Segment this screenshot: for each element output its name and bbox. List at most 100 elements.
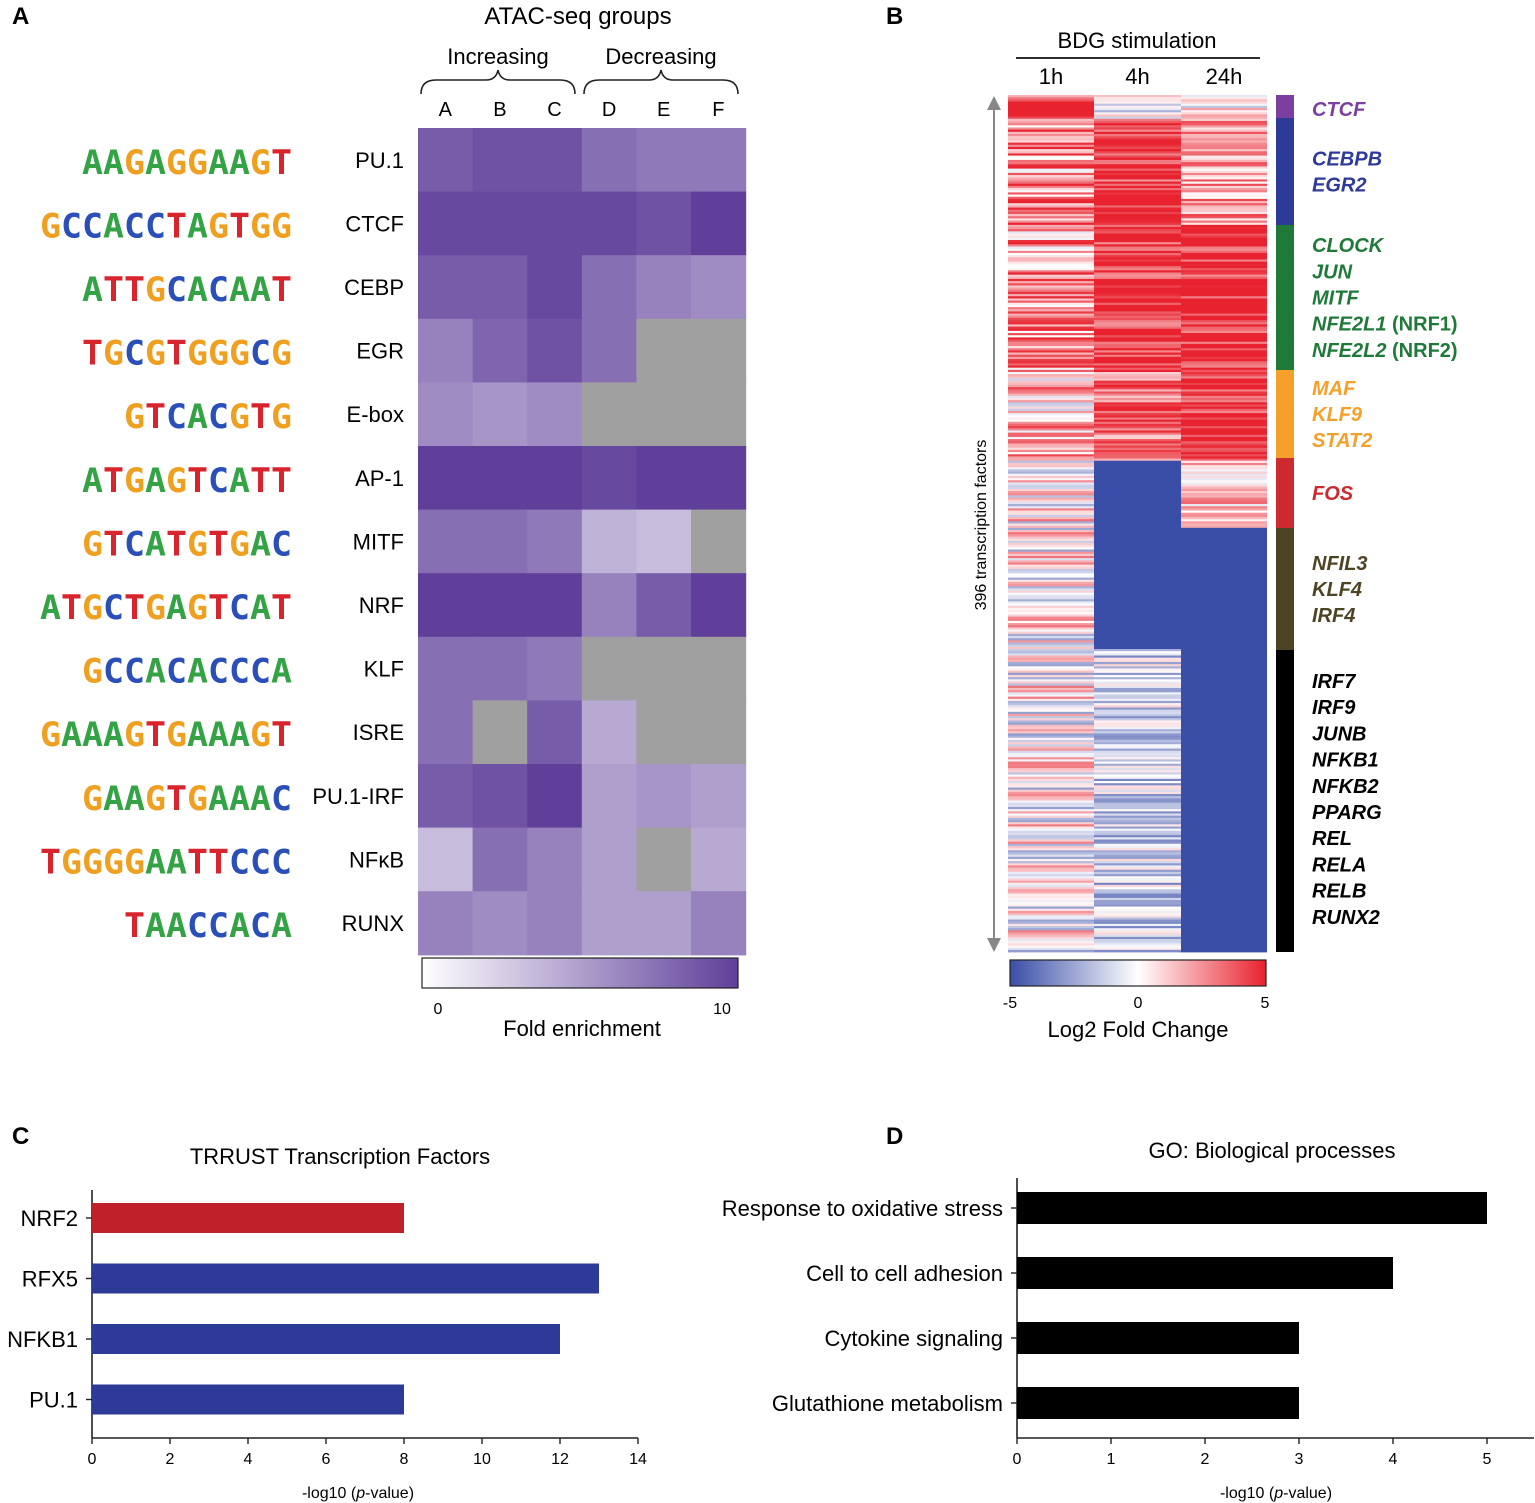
- tf-row-155-4h: [1094, 430, 1181, 434]
- tf-row-387-1h: [1008, 932, 1094, 936]
- tf-row-246-4h: [1094, 627, 1181, 630]
- tf-row-281-24h: [1181, 703, 1267, 706]
- tf-row-358-4h: [1094, 869, 1181, 873]
- tf-row-59-4h: [1094, 222, 1181, 226]
- tf-row-83-24h: [1181, 274, 1267, 278]
- tf-row-344-24h: [1181, 839, 1267, 843]
- tf-row-36-24h: [1181, 172, 1267, 176]
- tf-row-48-24h: [1181, 198, 1267, 202]
- tf-row-6-4h: [1094, 107, 1181, 111]
- tf-row-130-1h: [1008, 376, 1094, 379]
- tf-row-322-4h: [1094, 791, 1181, 795]
- tf-row-10-24h: [1181, 116, 1267, 120]
- heat-cell-E-box-C: [527, 382, 583, 447]
- tf-row-52-1h: [1008, 207, 1094, 211]
- tf-row-145-4h: [1094, 408, 1181, 412]
- tf-row-223-24h: [1181, 577, 1267, 581]
- tf-row-275-4h: [1094, 690, 1181, 693]
- tf-row-77-1h: [1008, 261, 1094, 265]
- tf-row-103-4h: [1094, 317, 1181, 321]
- tf-row-138-4h: [1094, 393, 1181, 397]
- c-x-tick-label-3: 6: [322, 1451, 331, 1468]
- tf-row-54-1h: [1008, 211, 1094, 215]
- tf-row-161-4h: [1094, 443, 1181, 446]
- tf-row-186-24h: [1181, 497, 1267, 501]
- tf-row-241-4h: [1094, 616, 1181, 620]
- tf-row-36-4h: [1094, 172, 1181, 176]
- tf-row-140-24h: [1181, 397, 1267, 401]
- tf-row-294-24h: [1181, 731, 1267, 734]
- tf-row-131-4h: [1094, 378, 1181, 382]
- tf-row-60-24h: [1181, 224, 1267, 228]
- tf-row-205-4h: [1094, 538, 1181, 542]
- gene-label-nfe2l1: NFE2L1 (NRF1): [1312, 314, 1458, 336]
- tf-row-160-24h: [1181, 441, 1267, 444]
- tf-row-218-1h: [1008, 566, 1094, 570]
- tf-row-126-24h: [1181, 367, 1267, 371]
- panel-c-xlabel-suffix: -value): [365, 1485, 414, 1502]
- tf-row-368-1h: [1008, 891, 1094, 894]
- heat-cell-KLF-A: [418, 636, 474, 701]
- tf-row-65-1h: [1008, 235, 1094, 239]
- tf-row-88-1h: [1008, 285, 1094, 289]
- tf-row-172-24h: [1181, 467, 1267, 470]
- tf-row-5-1h: [1008, 105, 1094, 109]
- tf-row-12-4h: [1094, 120, 1181, 124]
- tf-row-255-4h: [1094, 646, 1181, 650]
- column-label-a: A: [439, 99, 453, 121]
- tf-row-157-4h: [1094, 434, 1181, 438]
- tf-row-130-4h: [1094, 376, 1181, 379]
- tf-row-3-4h: [1094, 101, 1181, 105]
- tf-row-310-4h: [1094, 765, 1181, 769]
- heat-cell-KLF-E: [636, 636, 692, 701]
- tf-row-200-24h: [1181, 527, 1267, 531]
- tf-row-171-1h: [1008, 465, 1094, 468]
- tf-row-305-1h: [1008, 755, 1094, 758]
- tf-row-87-1h: [1008, 283, 1094, 286]
- tf-row-134-24h: [1181, 384, 1267, 388]
- tf-row-186-4h: [1094, 497, 1181, 501]
- tf-row-191-4h: [1094, 508, 1181, 511]
- tf-row-227-1h: [1008, 586, 1094, 589]
- tf-row-387-24h: [1181, 932, 1267, 936]
- tf-row-308-24h: [1181, 761, 1267, 765]
- tf-row-113-4h: [1094, 339, 1181, 343]
- tf-row-366-1h: [1008, 887, 1094, 890]
- tf-row-153-24h: [1181, 426, 1267, 429]
- tf-row-175-24h: [1181, 473, 1267, 477]
- tf-row-302-24h: [1181, 748, 1267, 752]
- tf-row-213-4h: [1094, 555, 1181, 559]
- tf-row-363-24h: [1181, 880, 1267, 884]
- tf-row-209-1h: [1008, 547, 1094, 550]
- tf-row-138-24h: [1181, 393, 1267, 397]
- tf-row-4-4h: [1094, 103, 1181, 107]
- tf-row-102-24h: [1181, 315, 1267, 319]
- tf-row-321-24h: [1181, 789, 1267, 793]
- tf-row-309-1h: [1008, 763, 1094, 767]
- tf-row-82-24h: [1181, 272, 1267, 276]
- tf-row-120-24h: [1181, 354, 1267, 358]
- tf-row-221-4h: [1094, 573, 1181, 576]
- tf-row-49-24h: [1181, 201, 1267, 204]
- panel-c-xlabel-prefix: -log10 (: [302, 1485, 357, 1502]
- tf-row-50-4h: [1094, 203, 1181, 206]
- tf-row-22-4h: [1094, 142, 1181, 146]
- panel-label-c: C: [12, 1123, 29, 1150]
- tf-row-123-4h: [1094, 361, 1181, 364]
- panel-c-xlabel-italic: p: [355, 1485, 365, 1502]
- tf-row-245-4h: [1094, 625, 1181, 628]
- heat-cell-PU.1-IRF-D: [581, 764, 637, 829]
- tf-row-355-4h: [1094, 863, 1181, 866]
- motif-logo-6: GTCATGTGAC: [82, 524, 292, 564]
- tf-row-237-1h: [1008, 607, 1094, 611]
- tf-row-280-4h: [1094, 700, 1181, 704]
- c-category-label-1: RFX5: [22, 1267, 78, 1292]
- tf-row-60-1h: [1008, 224, 1094, 228]
- tf-row-370-4h: [1094, 895, 1181, 899]
- tf-row-148-1h: [1008, 415, 1094, 418]
- tf-row-372-4h: [1094, 900, 1181, 903]
- tf-row-122-4h: [1094, 359, 1181, 362]
- tf-row-185-4h: [1094, 495, 1181, 498]
- tf-row-282-24h: [1181, 705, 1267, 708]
- tf-row-337-4h: [1094, 824, 1181, 827]
